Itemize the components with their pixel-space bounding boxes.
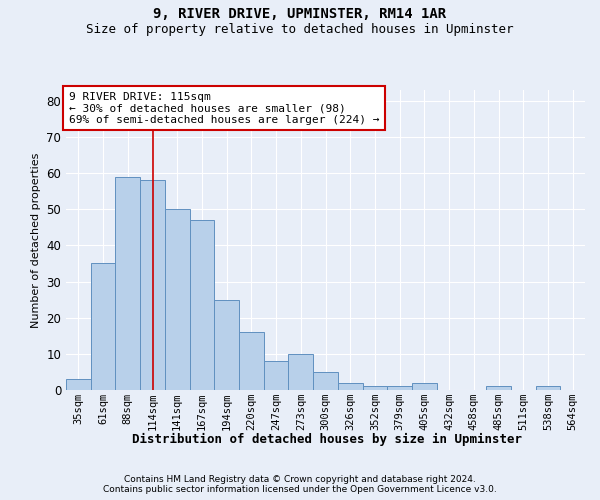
Bar [115,176,140,390]
Text: 9 RIVER DRIVE: 115sqm
← 30% of detached houses are smaller (98)
69% of semi-deta: 9 RIVER DRIVE: 115sqm ← 30% of detached … [68,92,379,124]
Bar [362,386,387,390]
Y-axis label: Number of detached properties: Number of detached properties [31,152,41,328]
Bar [165,210,190,390]
Bar [66,379,91,390]
Bar [338,383,362,390]
Bar [289,354,313,390]
Bar [536,386,560,390]
Bar [239,332,264,390]
Text: Contains public sector information licensed under the Open Government Licence v3: Contains public sector information licen… [103,485,497,494]
Bar [313,372,338,390]
Text: Contains HM Land Registry data © Crown copyright and database right 2024.: Contains HM Land Registry data © Crown c… [124,475,476,484]
Bar [140,180,165,390]
Bar [264,361,289,390]
Bar [486,386,511,390]
Bar [387,386,412,390]
Bar [190,220,214,390]
Text: Distribution of detached houses by size in Upminster: Distribution of detached houses by size … [132,432,522,446]
Text: 9, RIVER DRIVE, UPMINSTER, RM14 1AR: 9, RIVER DRIVE, UPMINSTER, RM14 1AR [154,8,446,22]
Bar [91,264,115,390]
Bar [214,300,239,390]
Bar [412,383,437,390]
Text: Size of property relative to detached houses in Upminster: Size of property relative to detached ho… [86,22,514,36]
